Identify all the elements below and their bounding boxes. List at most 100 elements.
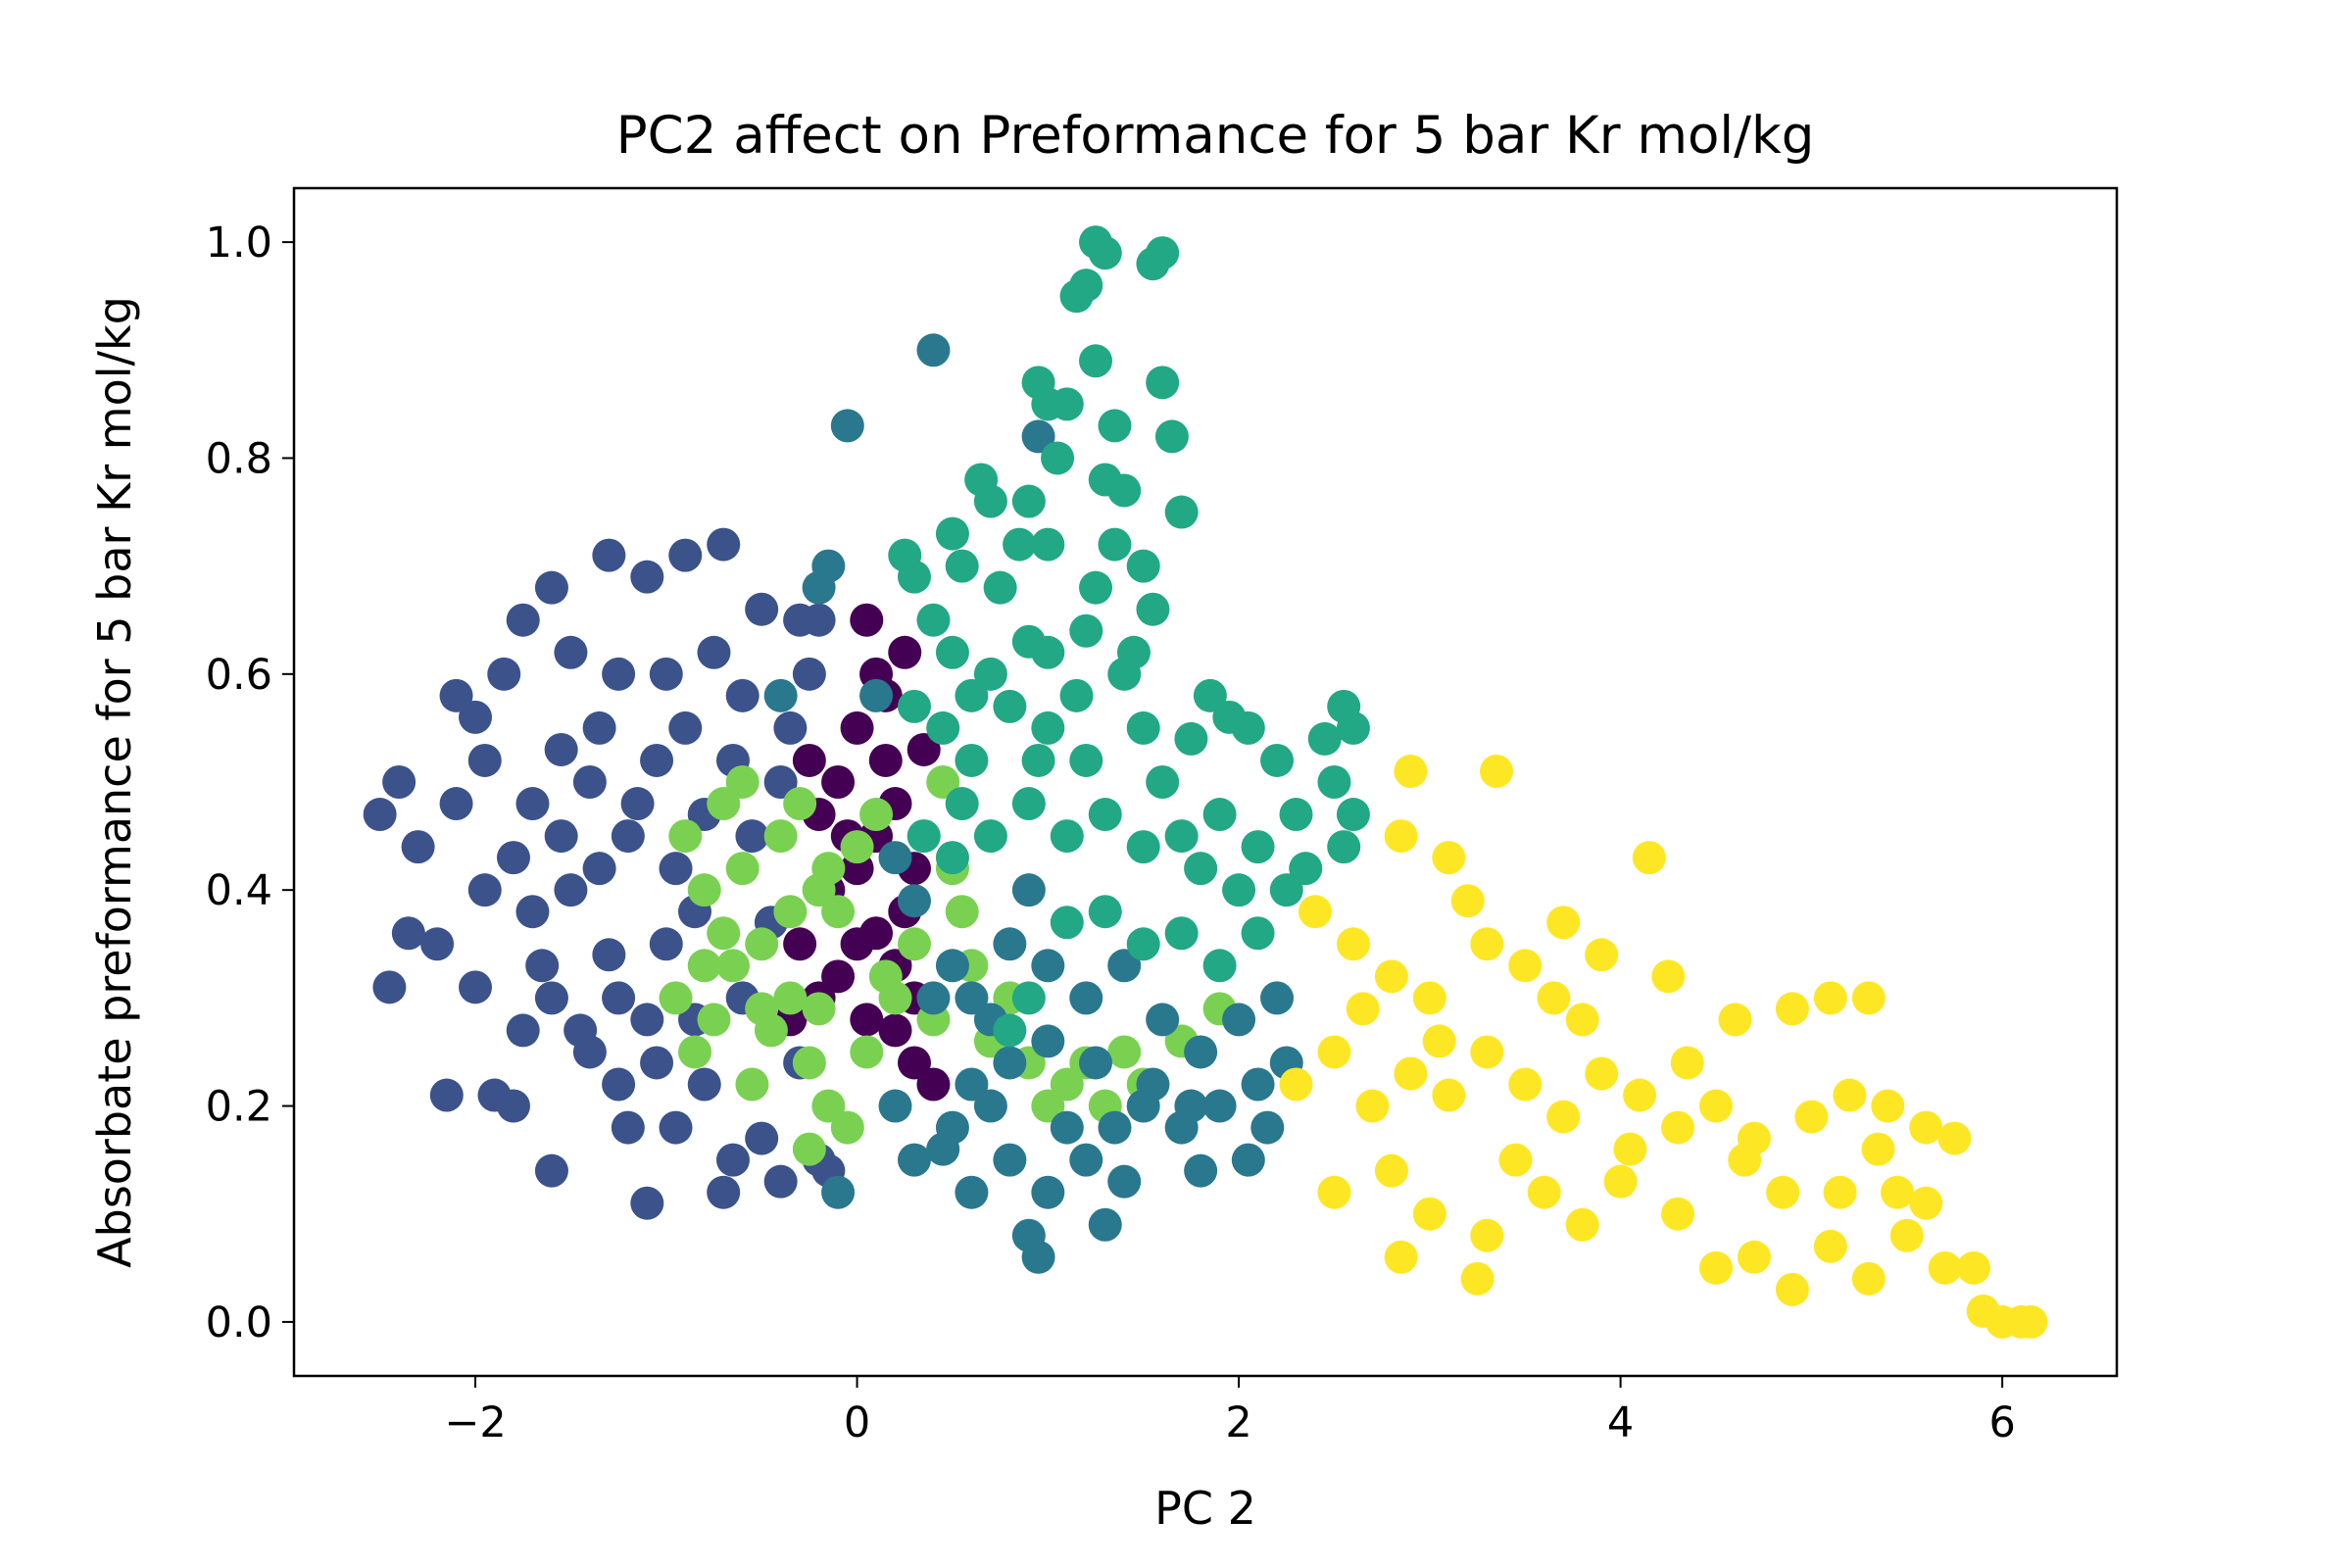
data-point <box>1279 798 1313 832</box>
data-point <box>1184 1153 1218 1188</box>
data-point <box>467 743 502 777</box>
data-point <box>802 570 836 605</box>
data-point <box>1031 1024 1065 1058</box>
data-point <box>1146 765 1180 799</box>
data-point <box>792 1046 826 1080</box>
data-point <box>1374 1153 1408 1188</box>
data-point <box>1833 1078 1867 1112</box>
data-point <box>1718 1003 1752 1037</box>
x-tick-label: 0 <box>844 1398 870 1447</box>
data-point <box>945 895 979 929</box>
data-point <box>1098 527 1132 562</box>
data-point <box>1585 938 1619 972</box>
data-point <box>707 787 741 821</box>
data-point <box>1146 366 1180 400</box>
data-point <box>1126 927 1160 961</box>
data-point <box>1050 906 1084 940</box>
data-point <box>1613 1132 1647 1166</box>
data-point <box>1031 1175 1065 1209</box>
data-point <box>1050 1110 1084 1145</box>
data-point <box>668 819 703 854</box>
data-point <box>1384 819 1418 854</box>
data-point <box>745 592 779 626</box>
data-point <box>1222 1003 1256 1037</box>
data-point <box>1222 873 1256 907</box>
data-point <box>534 570 568 605</box>
data-point <box>2014 1304 2048 1339</box>
data-point <box>763 765 798 799</box>
data-point <box>697 635 731 669</box>
data-point <box>496 841 530 875</box>
data-point <box>1184 1035 1218 1069</box>
data-point <box>1241 830 1275 864</box>
x-axis: −2 0 2 4 6 <box>444 1376 2016 1447</box>
data-point <box>1011 484 1046 518</box>
data-point <box>783 927 817 961</box>
data-point <box>1298 895 1332 929</box>
data-point <box>420 927 455 961</box>
data-point <box>1107 1164 1142 1199</box>
data-point <box>792 657 826 691</box>
plot-frame <box>292 186 2119 1378</box>
data-point <box>1432 1078 1466 1112</box>
data-point <box>1079 570 1113 605</box>
data-point <box>993 689 1027 723</box>
data-point <box>878 1013 912 1048</box>
data-point <box>745 992 779 1026</box>
data-point <box>1011 787 1046 821</box>
data-point <box>534 981 568 1015</box>
data-point <box>582 852 616 886</box>
data-point <box>1146 236 1180 270</box>
data-point <box>955 1067 989 1102</box>
data-point <box>916 981 951 1015</box>
y-tick-label: 0.0 <box>206 1298 272 1348</box>
data-point <box>1909 1110 1943 1145</box>
data-point <box>382 765 416 799</box>
data-point <box>1069 1143 1103 1177</box>
data-point <box>840 830 874 864</box>
data-point <box>1164 916 1199 951</box>
data-point <box>1956 1250 1990 1285</box>
data-point <box>821 1175 856 1209</box>
data-point <box>1088 1207 1122 1242</box>
data-point <box>926 1132 960 1166</box>
data-point <box>1041 441 1075 475</box>
data-point <box>955 981 989 1015</box>
data-point <box>534 1153 568 1188</box>
data-point <box>1069 981 1103 1015</box>
data-point <box>1136 1067 1170 1102</box>
data-point <box>659 852 693 886</box>
data-point <box>1728 1143 1762 1177</box>
data-point <box>926 710 960 745</box>
data-point <box>487 657 521 691</box>
data-point <box>955 1175 989 1209</box>
data-point <box>763 678 798 712</box>
data-point <box>1126 710 1160 745</box>
data-point <box>1336 710 1370 745</box>
data-point <box>1126 549 1160 583</box>
data-point <box>554 873 588 907</box>
data-point <box>830 1110 864 1145</box>
data-point <box>715 1143 750 1177</box>
x-tick-label: −2 <box>444 1398 506 1447</box>
data-point <box>715 949 750 983</box>
data-point <box>945 549 979 583</box>
data-point <box>1480 754 1514 788</box>
y-tick-label: 0.4 <box>206 866 272 915</box>
data-point <box>1766 1175 1800 1209</box>
data-point <box>859 678 894 712</box>
data-point <box>1508 1067 1543 1102</box>
data-point <box>1670 1046 1704 1080</box>
data-point <box>1289 852 1323 886</box>
data-point <box>850 1035 884 1069</box>
data-point <box>802 992 836 1026</box>
data-point <box>983 570 1017 605</box>
data-point <box>1565 1003 1599 1037</box>
data-point <box>592 938 626 972</box>
data-point <box>1355 1089 1390 1123</box>
data-point <box>1336 927 1370 961</box>
data-point <box>1775 1272 1809 1306</box>
data-point <box>707 916 741 951</box>
data-point <box>840 710 874 745</box>
data-point <box>993 927 1027 961</box>
